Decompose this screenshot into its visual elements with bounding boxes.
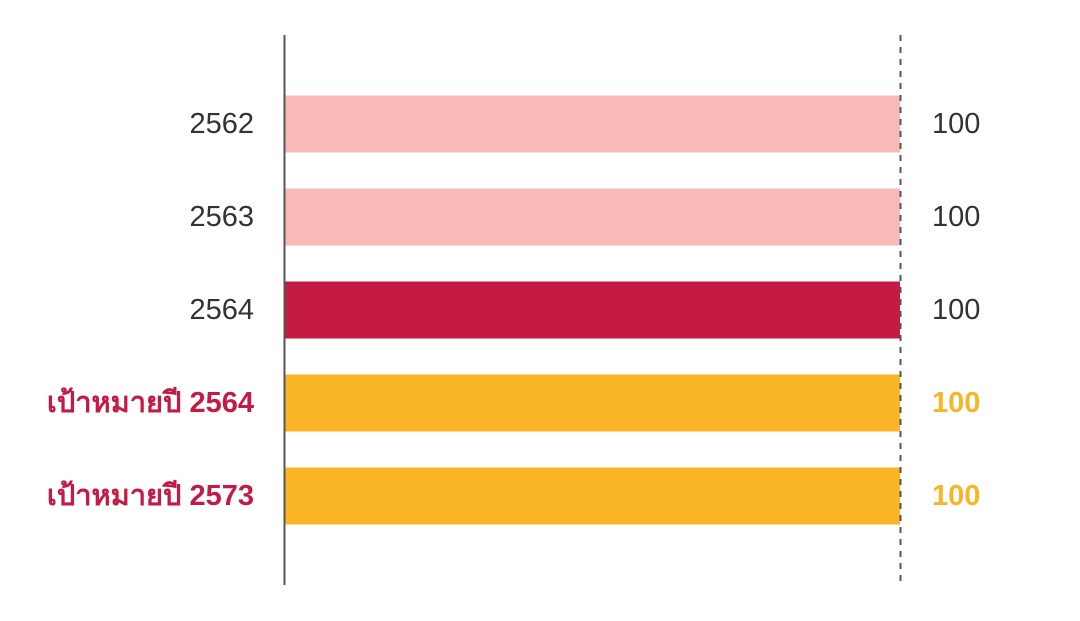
value-label: 100 — [932, 387, 980, 419]
bars-group — [285, 95, 900, 525]
category-label: เป้าหมายปี 2573 — [47, 480, 254, 512]
bar — [285, 281, 900, 339]
bar — [285, 188, 900, 246]
value-label: 100 — [932, 480, 980, 512]
value-label: 100 — [932, 108, 980, 140]
labels-group: 2562 100 2563 100 2564 100 เป้าหมายปี 2564 100 เ… — [47, 108, 980, 512]
value-label: 100 — [932, 201, 980, 233]
category-label: เป้าหมายปี 2564 — [47, 387, 254, 419]
bar — [285, 95, 900, 153]
bar — [285, 467, 900, 525]
category-label: 2562 — [189, 108, 254, 140]
value-label: 100 — [932, 294, 980, 326]
category-label: 2564 — [189, 294, 254, 326]
bar — [285, 374, 900, 432]
category-label: 2563 — [189, 201, 254, 233]
